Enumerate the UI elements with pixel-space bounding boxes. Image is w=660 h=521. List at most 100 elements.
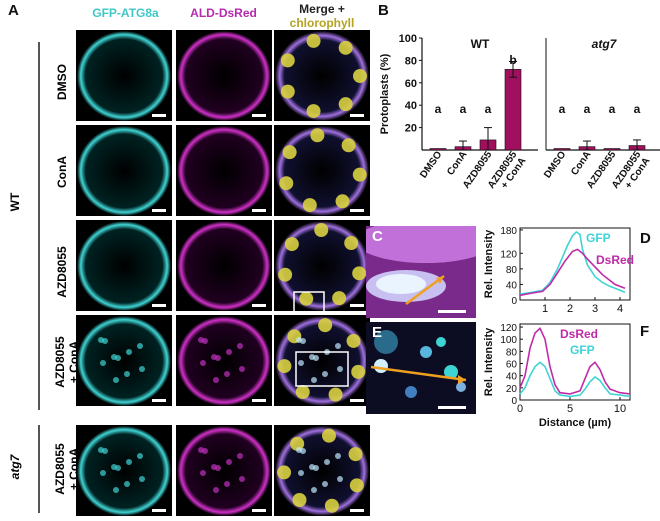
chloroplast (292, 493, 307, 508)
significance-letter: a (609, 102, 616, 116)
chloroplast (351, 364, 366, 379)
vesicle (337, 476, 343, 482)
vesicle (139, 366, 145, 372)
y-tick-label: 80 (506, 347, 518, 358)
vesicle (237, 343, 243, 349)
y-tick-label: 120 (500, 323, 517, 334)
scale-bar (350, 509, 364, 512)
chloroplast (290, 436, 305, 451)
chloroplast (353, 69, 367, 83)
chloroplast (277, 465, 292, 480)
vesicle (335, 343, 341, 349)
x-tick-label-group: ConA (445, 149, 469, 177)
panel-letter-e: E (372, 324, 383, 341)
chloroplast (328, 387, 343, 402)
scale-bar (252, 509, 266, 512)
vesicle (313, 355, 319, 361)
chloroplast (349, 478, 364, 493)
cell-ald-row1 (177, 31, 271, 121)
scale-bar (252, 114, 266, 117)
vesicle (100, 470, 106, 476)
scale-bar (350, 304, 364, 307)
plot-frame (519, 323, 631, 401)
chloroplast (302, 198, 317, 213)
y-tick-label: 60 (506, 360, 518, 371)
legend-dsred: DsRed (596, 253, 634, 267)
legend-dsred: DsRed (560, 327, 598, 341)
cell-ald-row2 (177, 126, 271, 216)
y-axis-label: Protoplasts (%) (379, 53, 391, 134)
chloroplast (280, 53, 295, 68)
chloroplast (352, 167, 367, 182)
vesicle (324, 459, 330, 465)
vesicle (213, 487, 219, 493)
vesicle (139, 476, 145, 482)
cell-gfp-row3 (77, 221, 171, 311)
y-tick-label: 80 (405, 55, 417, 67)
row-label-atg7-azd-1: AZD8055 (53, 443, 67, 495)
y-tick-label: 80 (506, 265, 518, 276)
vesicle (100, 360, 106, 366)
panel-letter-c: C (372, 228, 383, 245)
inset-c (366, 226, 476, 318)
y-tick-label: 180 (500, 226, 517, 237)
row-label-azd-cona-1: AZD8055 (53, 336, 67, 388)
y-tick-label: 100 (500, 335, 517, 346)
vesicle (335, 453, 341, 459)
header-gfp: GFP-ATG8a (92, 6, 159, 20)
significance-letter: a (584, 102, 591, 116)
y-tick-label: 60 (405, 78, 417, 90)
x-tick-label-group: DMSO (418, 149, 444, 180)
significance-letter: a (485, 102, 492, 116)
vesicle (102, 448, 108, 454)
row-label-azd: AZD8055 (55, 246, 69, 298)
chloroplast (284, 237, 299, 252)
scale-bar (252, 399, 266, 402)
chloroplast (335, 194, 350, 209)
plot-frame (519, 227, 631, 301)
vesicle (215, 355, 221, 361)
vesicle (115, 465, 121, 471)
cell-gfp-row4 (77, 316, 171, 406)
row-label-cona: ConA (55, 156, 69, 188)
scale-bar (350, 209, 364, 212)
vesicle (102, 338, 108, 344)
y-tick-label: 0 (511, 396, 517, 407)
chloroplast (314, 223, 329, 238)
vesicle (311, 487, 317, 493)
profile-arrow-c (405, 274, 445, 306)
vesicle (126, 349, 132, 355)
x-tick-label: 10 (614, 403, 626, 415)
chloroplast (341, 138, 356, 153)
chloroplast (295, 385, 310, 400)
bar (603, 148, 621, 151)
y-tick-label: 120 (500, 249, 517, 260)
chloroplast (344, 236, 359, 251)
x-tick-label: 2 (567, 303, 573, 315)
x-tick-label: 3 (592, 303, 598, 315)
scale-bar (152, 209, 166, 212)
bar (504, 69, 522, 151)
vesicle (200, 360, 206, 366)
panel-letter-f: F (640, 323, 650, 340)
y-tick-label: 40 (405, 100, 417, 112)
panel-letter-b: B (378, 2, 389, 19)
series-line-dsred (519, 248, 626, 297)
group-title-WT: WT (471, 37, 490, 51)
vesicle (224, 481, 230, 487)
legend-gfp: GFP (586, 231, 611, 245)
x-tick-label: 5 (567, 403, 573, 415)
chloroplast (352, 266, 367, 281)
wt-bracket (38, 42, 40, 410)
inset-box-c (293, 291, 325, 313)
profile-arrow-e (370, 365, 467, 382)
chloroplast (332, 291, 347, 306)
vesicle (239, 366, 245, 372)
x-tick-label: 0 (517, 403, 523, 415)
vesicle (124, 371, 130, 377)
vesicle (224, 371, 230, 377)
chloroplast (310, 128, 325, 143)
scale-bar (252, 304, 266, 307)
header-merge: Merge + (299, 2, 345, 16)
